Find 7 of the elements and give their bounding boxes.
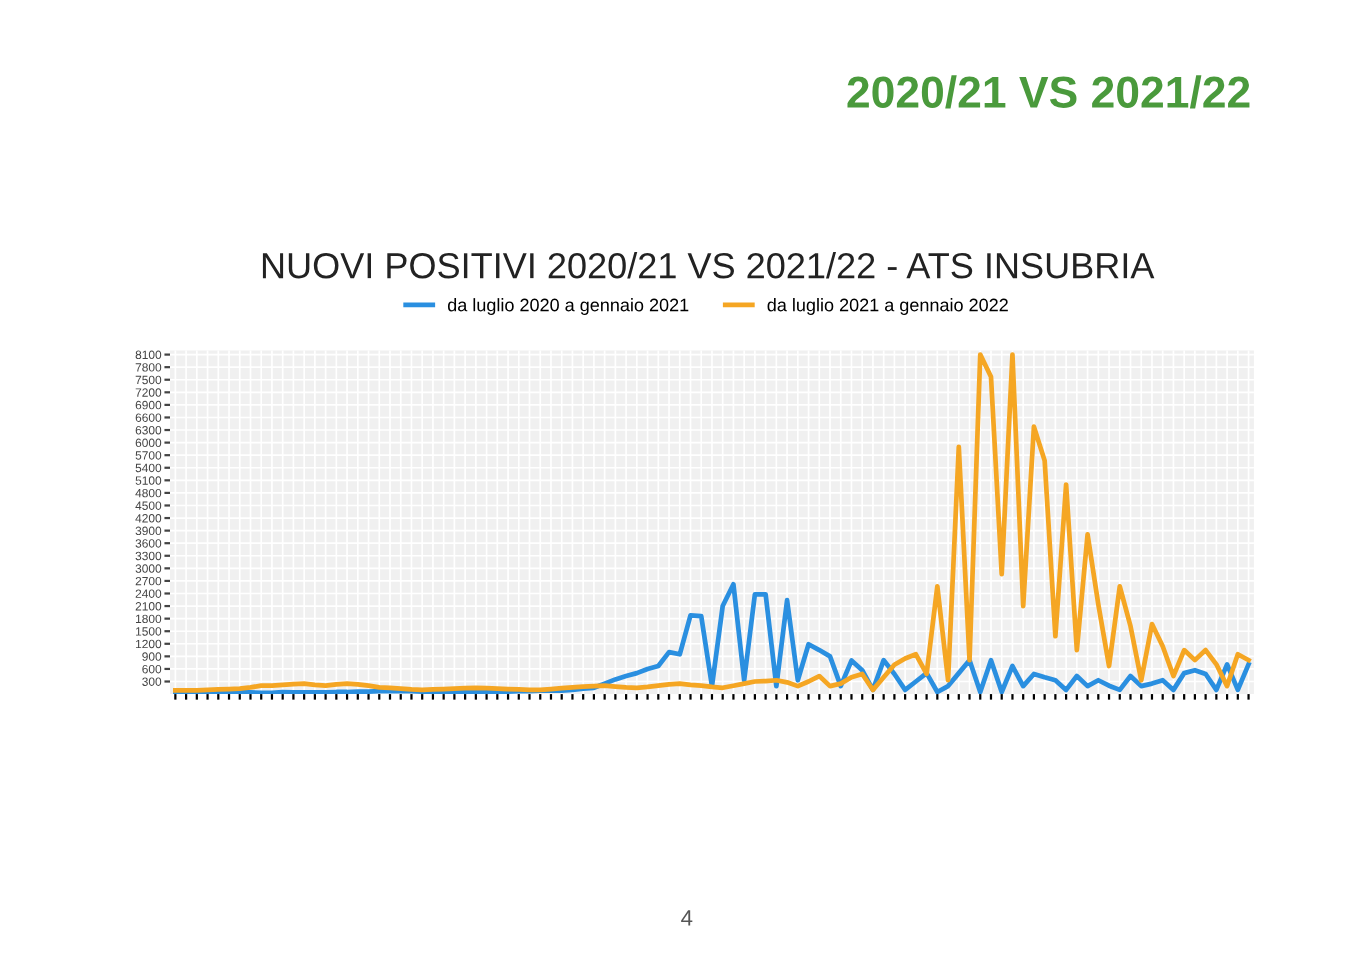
chart-title: NUOVI POSITIVI 2020/21 VS 2021/22 - ATS INSUBRIA	[262, 251, 1155, 279]
legend-label: da luglio 2020 a gennaio 2021	[447, 298, 689, 315]
legend-label: da luglio 2021 a gennaio 2022	[767, 298, 1008, 315]
line-series	[173, 352, 1251, 693]
text: 2020/21 VS 2021/22	[847, 75, 1250, 109]
line-series	[173, 581, 1251, 695]
text: 4	[681, 910, 693, 926]
